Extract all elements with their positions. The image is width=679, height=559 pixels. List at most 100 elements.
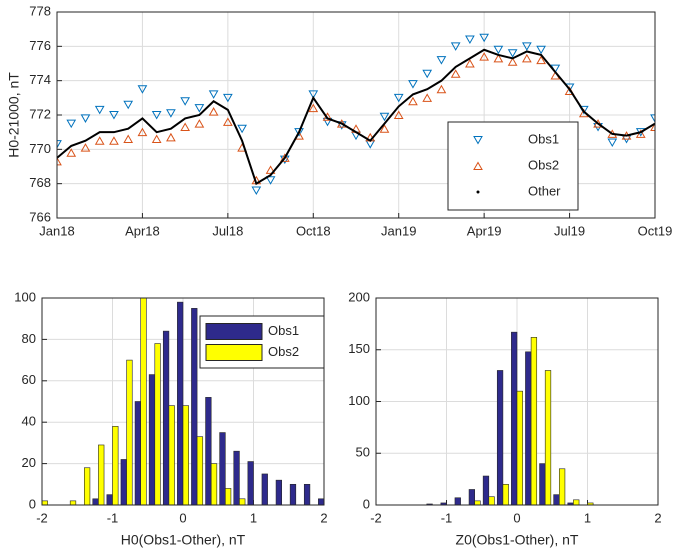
y-tick-label: 766 bbox=[29, 209, 51, 224]
bar bbox=[196, 436, 204, 505]
y-tick-label: 100 bbox=[14, 289, 36, 304]
marker bbox=[493, 53, 504, 63]
marker bbox=[650, 114, 655, 123]
bar bbox=[275, 479, 282, 505]
marker bbox=[393, 110, 404, 119]
y-tick-label: 150 bbox=[348, 341, 370, 356]
marker bbox=[57, 140, 62, 149]
bar bbox=[219, 432, 226, 505]
bar bbox=[496, 370, 504, 505]
bar bbox=[318, 498, 324, 505]
marker bbox=[607, 138, 618, 147]
bar bbox=[140, 298, 147, 505]
marker bbox=[436, 56, 447, 65]
y-tick-label: 200 bbox=[348, 289, 370, 304]
x-tick-label: Jan18 bbox=[39, 223, 74, 238]
marker bbox=[450, 69, 461, 78]
y-tick-label: 60 bbox=[22, 372, 36, 387]
y-tick-label: 774 bbox=[29, 72, 51, 87]
marker bbox=[151, 134, 162, 144]
legend-swatch bbox=[205, 323, 263, 340]
y-tick-label: 768 bbox=[29, 175, 51, 190]
marker bbox=[308, 103, 319, 113]
x-tick-label: 2 bbox=[320, 510, 327, 525]
y-tick-label: 80 bbox=[22, 331, 36, 346]
bar bbox=[162, 330, 170, 505]
bar bbox=[191, 308, 198, 505]
x-tick-label: 0 bbox=[179, 510, 186, 525]
marker bbox=[166, 132, 176, 142]
marker bbox=[479, 33, 490, 43]
marker bbox=[166, 109, 176, 118]
bar bbox=[112, 426, 119, 505]
y-tick-label: 770 bbox=[29, 141, 51, 156]
bar bbox=[261, 473, 268, 505]
bar bbox=[468, 489, 475, 505]
bar bbox=[573, 499, 580, 505]
bar bbox=[233, 450, 240, 505]
bar bbox=[502, 483, 509, 505]
line bbox=[57, 48, 655, 186]
x-tick-label: 1 bbox=[250, 510, 257, 525]
marker bbox=[635, 129, 646, 138]
bar bbox=[106, 494, 113, 505]
bar bbox=[182, 405, 189, 505]
axes-frame bbox=[56, 11, 656, 219]
x-tick-label: 2 bbox=[654, 510, 661, 525]
bar bbox=[539, 463, 546, 505]
x-axis-label: H0(Obs1-Other), nT bbox=[121, 532, 246, 548]
marker bbox=[194, 104, 205, 113]
bar bbox=[488, 496, 495, 505]
y-tick-label: 778 bbox=[29, 3, 51, 18]
marker bbox=[379, 124, 390, 133]
marker bbox=[137, 85, 148, 94]
panel: -2 -1 0 1 2 0 50 100 150 200 Z0(Obs1-Other), nT bbox=[348, 289, 661, 547]
marker bbox=[593, 119, 603, 128]
marker bbox=[66, 119, 77, 129]
marker bbox=[507, 57, 518, 66]
bar bbox=[289, 483, 297, 505]
marker bbox=[80, 114, 91, 123]
bar bbox=[474, 500, 481, 505]
bar bbox=[516, 390, 523, 505]
bar bbox=[177, 301, 184, 505]
legend-swatch bbox=[473, 136, 483, 145]
bar bbox=[210, 463, 218, 505]
marker bbox=[222, 117, 233, 126]
marker bbox=[408, 80, 418, 89]
marker bbox=[123, 100, 134, 110]
bar bbox=[482, 475, 490, 505]
marker bbox=[308, 90, 319, 99]
y-tick-label: 776 bbox=[29, 38, 51, 53]
x-tick-label: Jul19 bbox=[554, 223, 585, 238]
marker bbox=[109, 111, 119, 120]
bar bbox=[120, 459, 127, 505]
marker bbox=[57, 156, 62, 166]
marker bbox=[194, 119, 205, 128]
legend-label: Obs2 bbox=[528, 157, 559, 172]
panel: Jan18 Apr18 Jul18 Oct18 Jan19 Apr19 Jul19 Oct19… bbox=[6, 3, 673, 238]
marker bbox=[507, 49, 518, 58]
bar bbox=[126, 359, 133, 505]
x-tick-label: Jul18 bbox=[212, 223, 243, 238]
marker bbox=[422, 69, 433, 79]
x-tick-label: 0 bbox=[513, 510, 520, 525]
marker bbox=[294, 128, 304, 137]
marker bbox=[237, 124, 247, 134]
marker bbox=[94, 105, 105, 115]
bar bbox=[247, 461, 254, 505]
x-tick-label: Apr19 bbox=[467, 223, 502, 238]
bar bbox=[454, 497, 461, 505]
x-tick-label: Apr18 bbox=[125, 223, 160, 238]
legend-swatch bbox=[476, 190, 480, 194]
bar bbox=[148, 374, 156, 505]
marker bbox=[279, 153, 290, 162]
legend-swatch bbox=[205, 344, 263, 361]
x-tick-label: 1 bbox=[584, 510, 591, 525]
marker bbox=[379, 112, 390, 122]
marker bbox=[479, 52, 490, 61]
x-tick-label: -1 bbox=[107, 510, 119, 525]
x-tick-label: -2 bbox=[370, 510, 382, 525]
